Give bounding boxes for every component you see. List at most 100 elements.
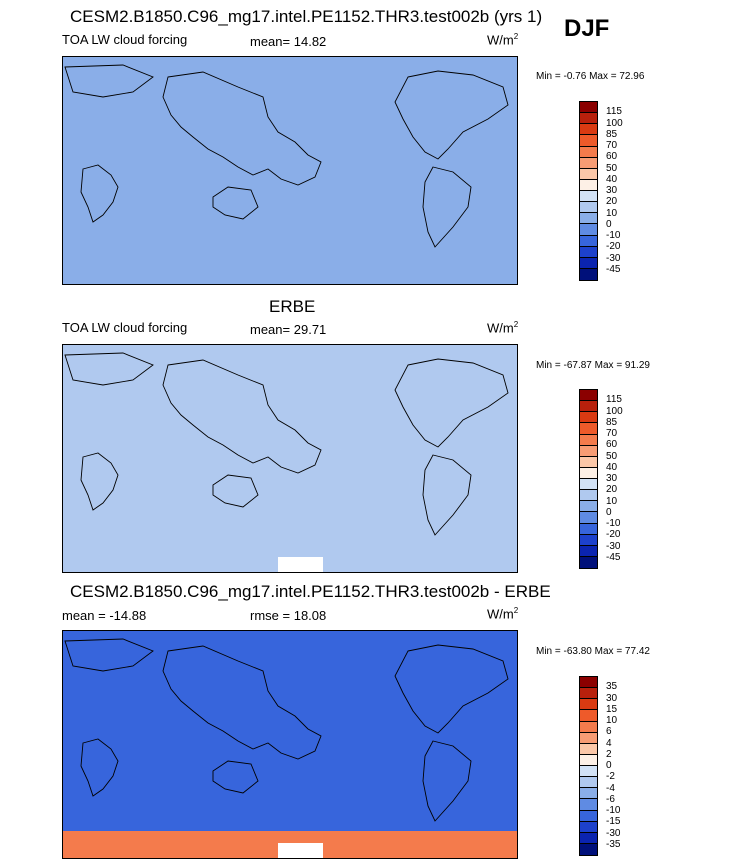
colorbar-tick-label: -30 <box>606 540 621 552</box>
colorbar-swatch <box>580 512 597 524</box>
colorbar-tick-label: -4 <box>606 782 615 794</box>
colorbar-swatch <box>580 213 597 225</box>
colorbar-swatch <box>580 467 597 479</box>
colorbar-tick-label: -20 <box>606 241 621 253</box>
panel2-minmax: Min = -67.87 Max = 91.29 <box>536 360 650 371</box>
panel1-map-background <box>63 57 517 284</box>
colorbar-swatch <box>580 788 597 800</box>
colorbar-tick-label: 30 <box>606 185 618 196</box>
panel3-title: CESM2.B1850.C96_mg17.intel.PE1152.THR3.t… <box>70 582 551 601</box>
panel3-minmax: Min = -63.80 Max = 77.42 <box>536 646 650 657</box>
colorbar-swatch <box>580 534 597 546</box>
colorbar-swatch <box>580 810 597 822</box>
colorbar-tick-label: -30 <box>606 827 621 839</box>
colorbar-tick-label: -45 <box>606 263 621 275</box>
panel3-coastlines <box>64 638 509 822</box>
colorbar-swatch <box>580 732 597 744</box>
colorbar-tick-label: -15 <box>606 816 621 828</box>
panel2-colorbar <box>579 389 598 569</box>
colorbar-tick-label: 50 <box>606 162 618 174</box>
colorbar-tick-label: 60 <box>606 151 618 163</box>
colorbar-tick-label: 6 <box>606 726 612 738</box>
panel2-mean-value: 29.71 <box>293 322 327 337</box>
colorbar-tick-label: -10 <box>606 805 621 816</box>
colorbar-tick-label: 100 <box>606 117 623 129</box>
colorbar-tick-label: 85 <box>606 128 618 140</box>
colorbar-tick-label: 85 <box>606 416 618 428</box>
panel3-map-svg <box>63 631 517 858</box>
panel1-colorbar <box>579 101 598 281</box>
panel3-colorbar <box>579 676 598 856</box>
colorbar-tick-label: 20 <box>606 196 618 208</box>
colorbar-tick-label: -10 <box>606 518 621 529</box>
season-label: DJF <box>564 15 610 42</box>
colorbar-swatch <box>580 710 597 722</box>
colorbar-swatch <box>580 699 597 711</box>
colorbar-swatch <box>580 523 597 535</box>
panel3-map <box>62 630 518 859</box>
colorbar-tick-label: -35 <box>606 838 621 850</box>
panel1-field-label: TOA LW cloud forcing <box>62 32 188 47</box>
colorbar-swatch <box>580 766 597 778</box>
colorbar-tick-label: 115 <box>606 106 622 118</box>
colorbar-swatch <box>580 423 597 435</box>
panel2-units-sup: 2 <box>513 320 519 329</box>
panel3-units-text: W/m <box>487 606 514 622</box>
colorbar-tick-label: 30 <box>606 473 618 484</box>
panel2-map <box>62 344 518 573</box>
panel2-missing-data <box>278 557 323 572</box>
colorbar-tick-label: 40 <box>606 173 618 185</box>
panel2-map-svg <box>63 345 517 572</box>
panel2-units: W/m2 <box>487 320 518 335</box>
colorbar-tick-label: 10 <box>606 207 618 219</box>
colorbar-swatch <box>580 490 597 502</box>
panel1-map <box>62 56 518 285</box>
panel1-title: CESM2.B1850.C96_mg17.intel.PE1152.THR3.t… <box>70 7 543 26</box>
colorbar-swatch <box>580 124 597 136</box>
colorbar-tick-label: -45 <box>606 551 621 563</box>
colorbar-tick-label: 30 <box>606 692 618 704</box>
colorbar-swatch <box>580 157 597 169</box>
panel2-coastlines <box>64 352 509 536</box>
colorbar-swatch <box>580 743 597 755</box>
colorbar-swatch <box>580 754 597 766</box>
colorbar-swatch <box>580 202 597 214</box>
panel3-rmse-value: 18.08 <box>293 608 327 623</box>
colorbar-swatch <box>580 146 597 158</box>
panel1-map-svg <box>63 57 517 284</box>
colorbar-tick-label: 60 <box>606 439 618 451</box>
panel3-units-sup: 2 <box>513 606 519 615</box>
colorbar-tick-label: 15 <box>606 703 618 715</box>
colorbar-swatch <box>580 412 597 424</box>
colorbar-tick-label: 10 <box>606 495 618 507</box>
colorbar-swatch <box>580 235 597 247</box>
colorbar-swatch <box>580 501 597 513</box>
colorbar-swatch <box>580 721 597 733</box>
panel3-rmse: rmse = 18.08 <box>250 608 326 623</box>
panel2-field-label: TOA LW cloud forcing <box>62 320 188 335</box>
colorbar-tick-label: 100 <box>606 405 623 417</box>
colorbar-swatch <box>580 777 597 789</box>
colorbar-swatch <box>580 545 597 557</box>
colorbar-tick-label: 4 <box>606 737 612 749</box>
colorbar-tick-label: 40 <box>606 461 618 473</box>
colorbar-tick-label: 50 <box>606 450 618 462</box>
colorbar-swatch <box>580 113 597 125</box>
colorbar-swatch <box>580 456 597 468</box>
colorbar-tick-label: -10 <box>606 230 621 241</box>
colorbar-swatch <box>580 390 597 402</box>
colorbar-swatch <box>580 224 597 236</box>
colorbar-swatch <box>580 257 597 269</box>
colorbar-tick-label: 0 <box>606 218 612 230</box>
colorbar-tick-label: 20 <box>606 484 618 496</box>
colorbar-swatch <box>580 434 597 446</box>
colorbar-swatch <box>580 268 597 280</box>
colorbar-tick-label: 0 <box>606 506 612 518</box>
colorbar-tick-label: 0 <box>606 760 612 771</box>
colorbar-tick-label: 70 <box>606 428 618 439</box>
colorbar-swatch <box>580 821 597 833</box>
panel3-units: W/m2 <box>487 606 518 621</box>
panel2-mean-label: mean= <box>250 322 291 337</box>
panel2-units-text: W/m <box>487 320 514 336</box>
colorbar-swatch <box>580 843 597 855</box>
